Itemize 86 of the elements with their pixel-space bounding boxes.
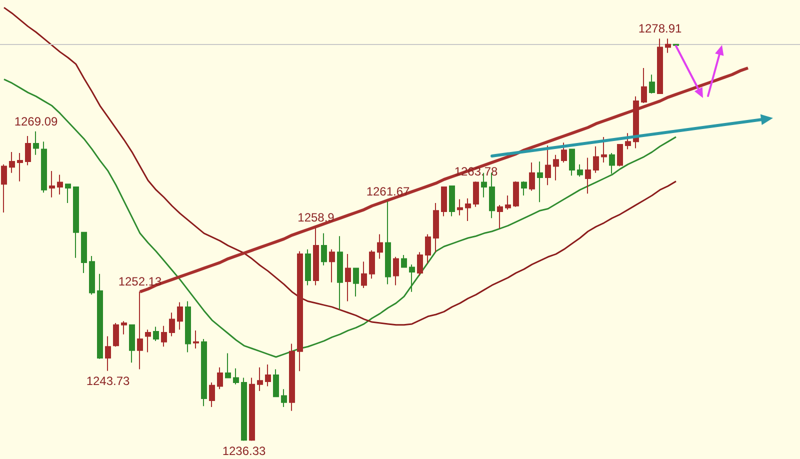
candlestick bbox=[417, 252, 423, 276]
candlestick bbox=[569, 148, 575, 176]
candlestick bbox=[321, 232, 327, 266]
candlestick bbox=[41, 141, 47, 194]
candlestick bbox=[385, 200, 391, 285]
candlestick bbox=[633, 96, 639, 149]
candlestick bbox=[297, 250, 303, 372]
candlestick bbox=[409, 264, 415, 292]
candlestick bbox=[73, 186, 79, 258]
candlestick bbox=[545, 144, 551, 186]
candlestick bbox=[257, 366, 263, 392]
candlestick bbox=[193, 330, 199, 349]
candlestick bbox=[465, 198, 471, 222]
candlestick bbox=[657, 38, 663, 94]
candlestick bbox=[473, 181, 479, 208]
candlestick bbox=[265, 364, 271, 387]
candlestick bbox=[441, 186, 447, 217]
candlestick bbox=[185, 300, 191, 353]
candlestick bbox=[601, 136, 607, 163]
candlestick bbox=[577, 164, 583, 178]
candlestick bbox=[377, 234, 383, 260]
candlestick bbox=[393, 256, 399, 286]
annotation: 1243.73 bbox=[86, 374, 130, 388]
candlestick bbox=[353, 268, 359, 298]
candlestick bbox=[329, 248, 335, 283]
candlestick bbox=[369, 250, 375, 280]
candlestick bbox=[649, 74, 655, 94]
annotation: 1258.9 bbox=[298, 210, 335, 225]
candlestick bbox=[337, 236, 343, 310]
candlestick bbox=[537, 161, 543, 203]
annotation: 1269.09 bbox=[14, 114, 58, 128]
candlestick bbox=[609, 152, 615, 174]
candlestick bbox=[585, 157, 591, 194]
candlestick bbox=[529, 162, 535, 192]
candlestick bbox=[57, 174, 63, 196]
candlestick bbox=[1, 164, 7, 213]
candlestick bbox=[457, 198, 463, 216]
candlestick bbox=[129, 324, 135, 364]
candlestick bbox=[169, 312, 175, 337]
candlestick bbox=[225, 352, 231, 378]
candlestick bbox=[81, 232, 87, 274]
candlestick bbox=[145, 329, 151, 353]
candlestick bbox=[113, 322, 119, 348]
candlestick bbox=[521, 180, 527, 196]
candlestick bbox=[625, 132, 631, 150]
candlestick bbox=[177, 302, 183, 330]
candlestick bbox=[273, 368, 279, 398]
candlestick bbox=[105, 336, 111, 372]
candlestick bbox=[401, 254, 407, 268]
candlestick bbox=[201, 338, 207, 407]
candlestick bbox=[97, 273, 103, 360]
candlestick bbox=[121, 320, 127, 335]
candlestick bbox=[281, 388, 287, 408]
candlestick bbox=[617, 144, 623, 167]
candlestick bbox=[89, 255, 95, 296]
candlestick bbox=[249, 377, 255, 442]
candlestick bbox=[241, 377, 247, 442]
candlestick bbox=[345, 254, 351, 302]
candlestick bbox=[65, 184, 71, 204]
candlestick bbox=[425, 234, 431, 264]
candlestick bbox=[497, 204, 503, 230]
candlestick bbox=[9, 152, 15, 174]
candlestick bbox=[217, 366, 223, 390]
candlestick bbox=[209, 382, 215, 408]
candlestick bbox=[25, 136, 31, 166]
candlestick bbox=[153, 326, 159, 342]
candlestick bbox=[233, 368, 239, 385]
candlestick bbox=[49, 170, 55, 198]
candlestick bbox=[361, 261, 367, 289]
annotation: 1236.33 bbox=[222, 444, 266, 458]
annotation: 1278.91 bbox=[638, 22, 682, 36]
candlestick bbox=[305, 248, 311, 286]
candlestick bbox=[665, 38, 671, 54]
candlestick bbox=[449, 186, 455, 217]
candlestick bbox=[433, 202, 439, 253]
candlestick bbox=[161, 325, 167, 348]
candlestick bbox=[313, 227, 319, 286]
candlestick bbox=[17, 152, 23, 182]
candlestick bbox=[33, 130, 39, 156]
candlestick bbox=[553, 154, 559, 181]
candlestick bbox=[513, 180, 519, 208]
candlestick bbox=[593, 146, 599, 174]
annotation: 1252.13 bbox=[118, 274, 162, 289]
candlestick bbox=[561, 142, 567, 163]
candlestick bbox=[289, 343, 295, 412]
candlestick bbox=[505, 195, 511, 210]
